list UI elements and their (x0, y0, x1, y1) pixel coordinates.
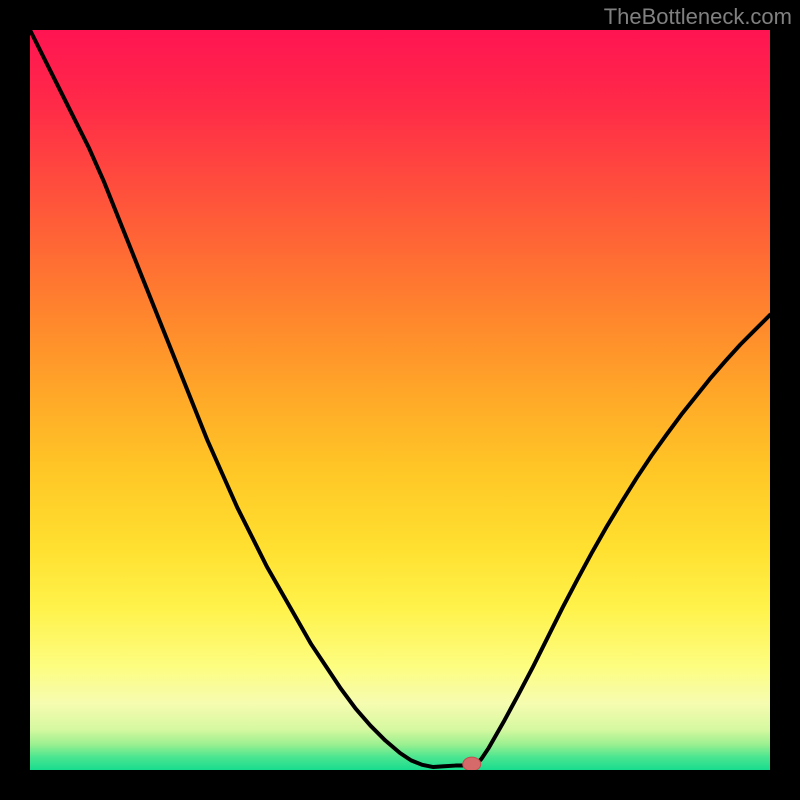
plot-background (30, 30, 770, 770)
chart-container: TheBottleneck.com (0, 0, 800, 800)
bottleneck-chart (0, 0, 800, 800)
minimum-marker (463, 757, 481, 771)
